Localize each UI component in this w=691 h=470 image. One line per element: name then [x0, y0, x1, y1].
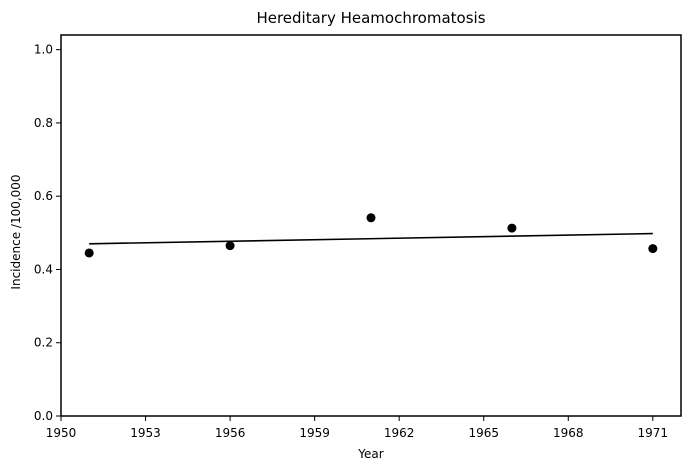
- y-tick-label: 0.8: [34, 116, 53, 130]
- plot-area: [60, 34, 682, 417]
- data-point: [648, 244, 658, 254]
- x-tick-label: 1956: [215, 426, 246, 440]
- data-point: [225, 241, 235, 251]
- chart-title: Hereditary Heamochromatosis: [256, 9, 485, 27]
- y-tick-label: 0.0: [34, 409, 53, 423]
- y-tick-label: 0.6: [34, 189, 53, 203]
- y-axis-label: Incidence /100,000: [9, 174, 23, 289]
- y-tick-label: 0.4: [34, 262, 53, 276]
- x-tick-label: 1962: [384, 426, 415, 440]
- x-tick-label: 1950: [46, 426, 77, 440]
- data-points: [84, 213, 658, 258]
- y-tick-label: 1.0: [34, 43, 53, 57]
- data-point: [366, 213, 376, 223]
- plot-frame: [60, 34, 682, 417]
- x-tick-label: 1959: [299, 426, 330, 440]
- y-tick-label: 0.2: [34, 336, 53, 350]
- x-axis: 1950 1953 1956 1959 1962 1965 1968 1971: [46, 416, 668, 440]
- trend-line: [89, 232, 653, 245]
- data-point: [507, 223, 517, 233]
- x-tick-label: 1971: [638, 426, 669, 440]
- x-tick-label: 1968: [553, 426, 584, 440]
- x-tick-label: 1965: [468, 426, 499, 440]
- x-axis-label: Year: [357, 447, 383, 461]
- x-tick-label: 1953: [130, 426, 161, 440]
- trend-line-group: [89, 232, 653, 245]
- y-axis: 0.0 0.2 0.4 0.6 0.8 1.0: [34, 43, 61, 423]
- data-point: [84, 248, 94, 258]
